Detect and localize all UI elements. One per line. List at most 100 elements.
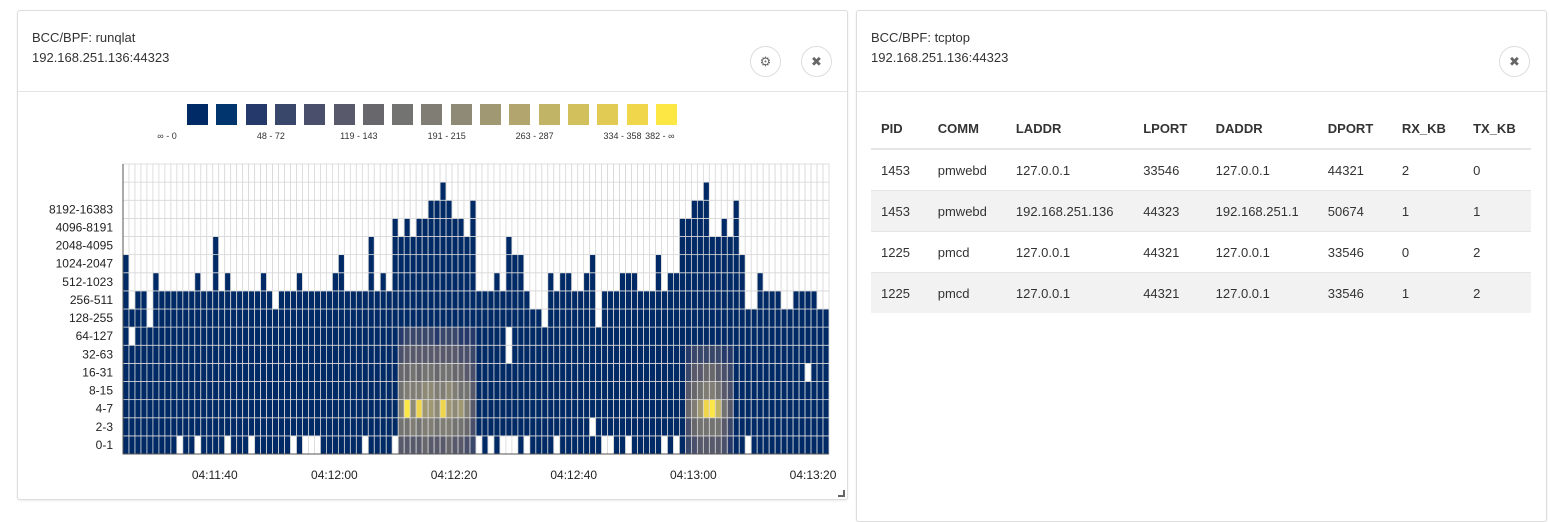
heatmap-empty-cell bbox=[792, 163, 800, 183]
heatmap-cell bbox=[607, 308, 615, 328]
heatmap-cell bbox=[403, 435, 411, 455]
heatmap-cell bbox=[236, 290, 244, 310]
heatmap-cell bbox=[164, 362, 172, 382]
heatmap-empty-cell bbox=[415, 163, 423, 183]
cell-dport: 50674 bbox=[1317, 190, 1392, 232]
heatmap-cell bbox=[565, 290, 573, 310]
heatmap-cell bbox=[673, 362, 680, 382]
heatmap-cell bbox=[367, 272, 375, 292]
heatmap-cell bbox=[702, 181, 710, 201]
heatmap-empty-cell bbox=[535, 217, 543, 237]
heatmap-cell bbox=[397, 381, 405, 401]
heatmap-empty-cell bbox=[290, 435, 297, 455]
heatmap-cell bbox=[493, 399, 501, 419]
heatmap-cell bbox=[212, 272, 220, 292]
heatmap-cell bbox=[804, 344, 812, 364]
column-header-daddr[interactable]: DADDR bbox=[1205, 108, 1318, 150]
heatmap-empty-cell bbox=[523, 181, 531, 201]
heatmap-cell bbox=[463, 435, 471, 455]
heatmap-cell bbox=[732, 272, 740, 292]
heatmap-cell bbox=[667, 326, 674, 346]
close-button[interactable]: ✖ bbox=[801, 46, 832, 77]
heatmap-empty-cell bbox=[248, 272, 256, 292]
heatmap-empty-cell bbox=[607, 163, 615, 183]
heatmap-empty-cell bbox=[631, 181, 638, 201]
heatmap-cell bbox=[493, 308, 501, 328]
heatmap-cell bbox=[140, 290, 148, 310]
heatmap-cell bbox=[798, 381, 806, 401]
settings-button[interactable]: ⚙ bbox=[750, 46, 781, 77]
heatmap-empty-cell bbox=[290, 181, 297, 201]
heatmap-empty-cell bbox=[326, 254, 333, 274]
column-header-laddr[interactable]: LADDR bbox=[1005, 108, 1134, 150]
heatmap-cell bbox=[487, 326, 495, 346]
heatmap-cell bbox=[565, 272, 573, 292]
heatmap-cell bbox=[391, 254, 399, 274]
heatmap-empty-cell bbox=[212, 217, 220, 237]
column-header-pid[interactable]: PID bbox=[871, 108, 928, 150]
heatmap-empty-cell bbox=[146, 290, 154, 310]
heatmap-empty-cell bbox=[559, 217, 567, 237]
heatmap-cell bbox=[230, 344, 238, 364]
column-header-rx_kb[interactable]: RX_KB bbox=[1391, 108, 1464, 150]
heatmap-cell bbox=[505, 381, 513, 401]
heatmap-cell bbox=[768, 417, 776, 437]
heatmap-empty-cell bbox=[511, 236, 519, 256]
heatmap-cell bbox=[272, 362, 279, 382]
heatmap-empty-cell bbox=[176, 435, 184, 455]
table-row: 1225 pmcd 127.0.0.1 44321 127.0.0.1 33546 1 2 bbox=[871, 272, 1531, 313]
heatmap-cell bbox=[649, 381, 656, 401]
heatmap-empty-cell bbox=[463, 217, 471, 237]
heatmap-cell bbox=[373, 399, 381, 419]
column-header-dport[interactable]: DPORT bbox=[1317, 108, 1392, 150]
heatmap-cell bbox=[541, 435, 549, 455]
heatmap-cell bbox=[427, 435, 435, 455]
heatmap-cell bbox=[738, 308, 746, 328]
heatmap-cell bbox=[206, 290, 214, 310]
heatmap-empty-cell bbox=[529, 272, 537, 292]
heatmap-cell bbox=[655, 290, 662, 310]
heatmap-cell bbox=[732, 217, 740, 237]
column-header-lport[interactable]: LPORT bbox=[1133, 108, 1206, 150]
heatmap-cell bbox=[463, 399, 471, 419]
resize-handle[interactable] bbox=[838, 490, 845, 497]
close-button[interactable]: ✖ bbox=[1499, 46, 1530, 77]
heatmap-empty-cell bbox=[332, 199, 339, 219]
heatmap-cell bbox=[571, 435, 579, 455]
heatmap-empty-cell bbox=[744, 272, 752, 292]
heatmap-cell bbox=[613, 362, 620, 382]
heatmap-empty-cell bbox=[511, 435, 519, 455]
heatmap-empty-cell bbox=[314, 163, 321, 183]
heatmap-cell bbox=[415, 362, 423, 382]
heatmap-cell bbox=[499, 381, 507, 401]
heatmap-cell bbox=[583, 290, 591, 310]
heatmap-cell bbox=[337, 254, 345, 274]
heatmap-cell bbox=[822, 435, 830, 455]
column-header-comm[interactable]: COMM bbox=[927, 108, 1006, 150]
cell-daddr: 127.0.0.1 bbox=[1205, 272, 1318, 313]
heatmap-cell bbox=[714, 236, 722, 256]
heatmap-empty-cell bbox=[290, 272, 297, 292]
heatmap-empty-cell bbox=[535, 272, 543, 292]
heatmap-cell bbox=[822, 326, 830, 346]
heatmap-cell bbox=[816, 308, 824, 328]
heatmap-cell bbox=[702, 236, 710, 256]
heatmap-empty-cell bbox=[218, 217, 226, 237]
heatmap-cell bbox=[290, 344, 297, 364]
heatmap-cell bbox=[577, 326, 585, 346]
heatmap-cell bbox=[780, 435, 788, 455]
column-header-tx_kb[interactable]: TX_KB bbox=[1463, 108, 1531, 150]
heatmap-cell bbox=[469, 290, 477, 310]
heatmap-empty-cell bbox=[475, 217, 483, 237]
heatmap-cell bbox=[164, 381, 172, 401]
heatmap-cell bbox=[379, 308, 387, 328]
heatmap-cell bbox=[326, 308, 333, 328]
heatmap-cell bbox=[457, 417, 465, 437]
heatmap-cell bbox=[260, 326, 267, 346]
heatmap-empty-cell bbox=[391, 199, 399, 219]
heatmap-empty-cell bbox=[272, 181, 279, 201]
heatmap-cell bbox=[493, 272, 501, 292]
heatmap-cell bbox=[361, 326, 369, 346]
heatmap-cell bbox=[433, 199, 441, 219]
heatmap-cell bbox=[296, 399, 303, 419]
